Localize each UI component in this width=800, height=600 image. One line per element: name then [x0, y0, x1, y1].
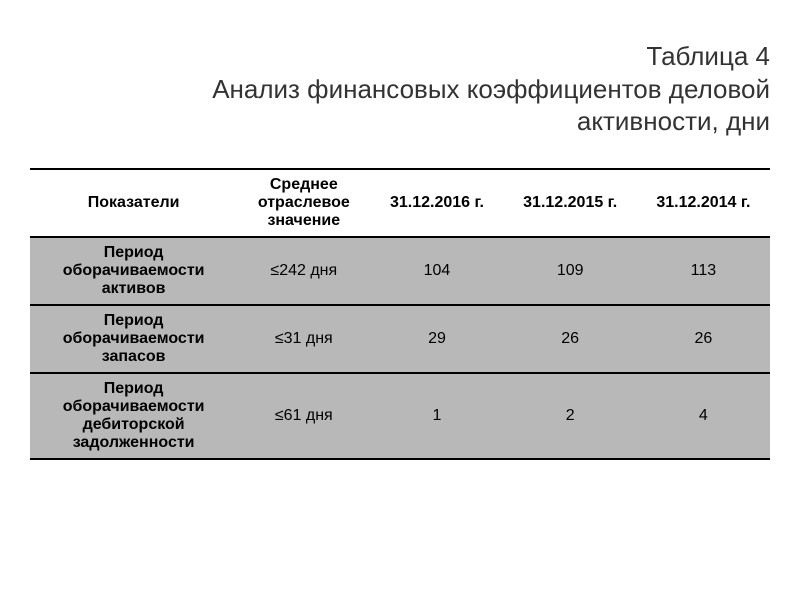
title-line-1: Таблица 4 [30, 40, 770, 73]
title-line-3: активности, дни [30, 105, 770, 138]
table-row: Период оборачиваемости запасов ≤31 дня 2… [30, 305, 770, 373]
cell-2014: 4 [637, 373, 770, 459]
cell-benchmark: ≤61 дня [237, 373, 370, 459]
cell-2014: 26 [637, 305, 770, 373]
cell-metric: Период оборачиваемости активов [30, 237, 237, 305]
table-row: Период оборачиваемости дебиторской задол… [30, 373, 770, 459]
cell-benchmark: ≤242 дня [237, 237, 370, 305]
cell-2016: 29 [370, 305, 503, 373]
col-header-2015: 31.12.2015 г. [504, 169, 637, 237]
cell-2015: 2 [504, 373, 637, 459]
col-header-2014: 31.12.2014 г. [637, 169, 770, 237]
cell-2016: 104 [370, 237, 503, 305]
cell-metric: Период оборачиваемости запасов [30, 305, 237, 373]
col-header-benchmark: Среднее отраслевое значение [237, 169, 370, 237]
table-row: Период оборачиваемости активов ≤242 дня … [30, 237, 770, 305]
data-table: Показатели Среднее отраслевое значение 3… [30, 168, 770, 460]
title-block: Таблица 4 Анализ финансовых коэффициенто… [30, 40, 770, 138]
cell-2015: 26 [504, 305, 637, 373]
cell-2014: 113 [637, 237, 770, 305]
cell-2015: 109 [504, 237, 637, 305]
cell-2016: 1 [370, 373, 503, 459]
title-line-2: Анализ финансовых коэффициентов деловой [30, 73, 770, 106]
table-header-row: Показатели Среднее отраслевое значение 3… [30, 169, 770, 237]
cell-metric: Период оборачиваемости дебиторской задол… [30, 373, 237, 459]
col-header-metric: Показатели [30, 169, 237, 237]
col-header-2016: 31.12.2016 г. [370, 169, 503, 237]
cell-benchmark: ≤31 дня [237, 305, 370, 373]
slide: Таблица 4 Анализ финансовых коэффициенто… [0, 0, 800, 600]
